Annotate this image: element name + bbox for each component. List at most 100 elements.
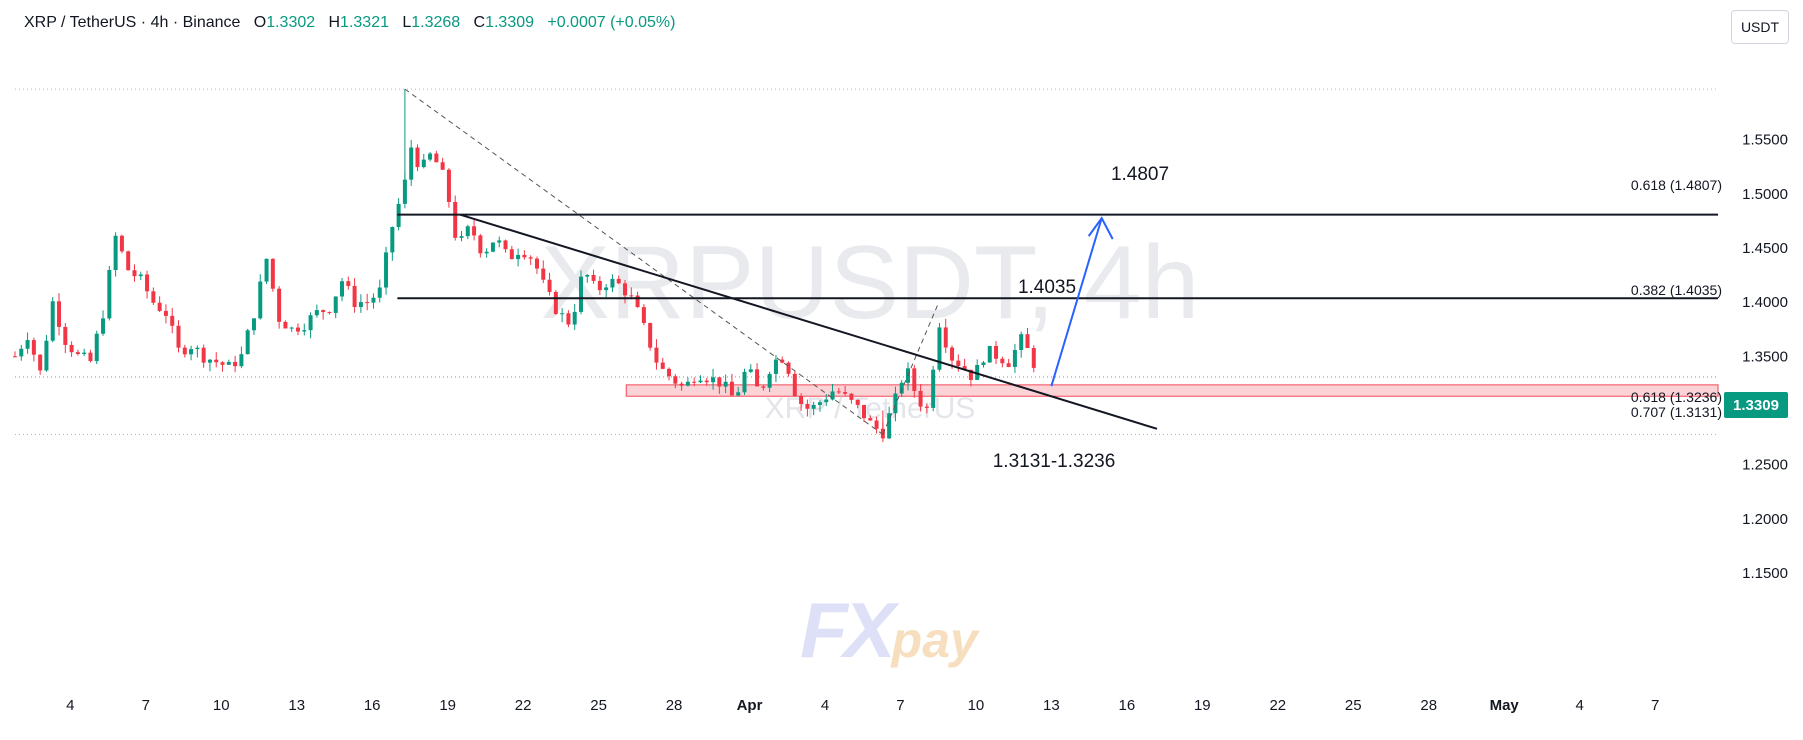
target-label-mid: 1.4035 xyxy=(1018,277,1076,298)
symbol-title: XRP / TetherUS · 4h · Binance xyxy=(24,14,241,31)
candle-up xyxy=(723,381,728,387)
candle-up xyxy=(25,340,30,349)
x-tick-label: 28 xyxy=(1420,697,1437,714)
candle-down xyxy=(761,386,766,388)
y-tick-label: 1.5000 xyxy=(1742,186,1788,203)
candle-up xyxy=(685,381,690,386)
candle-down xyxy=(270,258,275,289)
x-tick-label: 4 xyxy=(66,697,74,714)
symbol-legend[interactable]: XRP / TetherUS · 4h · Binance O1.3302 H1… xyxy=(24,14,675,32)
x-tick-label: 22 xyxy=(515,697,532,714)
x-tick-label: 28 xyxy=(666,697,683,714)
x-tick-label: May xyxy=(1490,697,1520,714)
candle-up xyxy=(239,354,244,367)
candle-up xyxy=(409,147,414,180)
candle-down xyxy=(472,226,477,236)
candle-down xyxy=(849,393,854,400)
candle-up xyxy=(189,349,194,355)
candle-down xyxy=(31,340,36,355)
candle-up xyxy=(516,254,521,260)
fxpay-logo: FXpay xyxy=(800,585,978,676)
support-zone xyxy=(625,384,1719,397)
drawing-lines xyxy=(397,88,1718,435)
candle-down xyxy=(220,362,225,365)
candle-down xyxy=(522,254,527,258)
y-axis[interactable]: 1.15001.20001.25001.30001.35001.40001.45… xyxy=(1742,132,1788,582)
support-zone-layer xyxy=(625,384,1719,397)
candle-down xyxy=(1031,348,1036,368)
candle-down xyxy=(861,404,866,419)
candle-down xyxy=(950,347,955,361)
x-tick-label: 19 xyxy=(1194,697,1211,714)
high-label: H xyxy=(328,14,341,31)
candle-down xyxy=(453,201,458,238)
candle-up xyxy=(251,318,256,331)
candle-up xyxy=(207,359,212,363)
candle-up xyxy=(138,274,143,277)
candle-down xyxy=(1025,334,1030,349)
candle-down xyxy=(799,395,804,404)
candle-down xyxy=(541,268,546,280)
candle-down xyxy=(547,279,552,292)
last-price-tag: 1.3309 xyxy=(1724,392,1788,418)
candle-down xyxy=(660,362,665,369)
x-tick-label: 4 xyxy=(1575,697,1583,714)
candle-up xyxy=(264,258,269,282)
projection-arrow xyxy=(1050,217,1103,387)
y-tick-label: 1.2500 xyxy=(1742,457,1788,474)
candle-down xyxy=(446,169,451,202)
candle-down xyxy=(918,390,923,407)
annotations: 1.4807 1.4035 1.3131-1.3236 0.618 (1.480… xyxy=(993,164,1722,472)
candle-down xyxy=(13,356,17,358)
logo-pay: pay xyxy=(891,612,978,668)
candle-up xyxy=(742,371,747,393)
candle-down xyxy=(704,380,709,383)
logo-fx: FX xyxy=(800,586,896,674)
candle-down xyxy=(176,325,181,348)
candle-down xyxy=(956,360,961,367)
candle-down xyxy=(648,323,653,348)
candle-down xyxy=(534,258,539,269)
candle-down xyxy=(182,347,187,355)
x-tick-label: 13 xyxy=(1043,697,1060,714)
candle-down xyxy=(912,368,917,391)
candle-up xyxy=(195,347,200,350)
candle-down xyxy=(151,291,156,303)
x-tick-label: 7 xyxy=(896,697,904,714)
change-value: +0.0007 (+0.05%) xyxy=(547,14,676,31)
candle-down xyxy=(635,295,640,308)
candle-up xyxy=(887,413,892,439)
x-axis[interactable]: 4 7 10 13 16 19 22 25 28 Apr 4 7 10 13 16 19 22 25 28 May 4 7 xyxy=(66,697,1659,714)
candle-up xyxy=(19,348,24,357)
candle-up xyxy=(459,236,464,238)
candle-up xyxy=(817,402,822,405)
candle-down xyxy=(352,285,357,308)
candle-down xyxy=(321,310,326,313)
candle-up xyxy=(931,369,936,408)
candle-up xyxy=(767,373,772,388)
candle-up xyxy=(824,399,829,403)
candle-down xyxy=(233,361,238,367)
candle-down xyxy=(157,302,162,311)
fib-label-0618-low: 0.618 (1.3236) xyxy=(1631,389,1722,405)
candle-up xyxy=(698,380,703,383)
candle-up xyxy=(773,359,778,374)
candle-up xyxy=(981,362,986,365)
candle-down xyxy=(597,280,602,291)
candle-down xyxy=(434,153,439,163)
candle-down xyxy=(528,257,533,259)
currency-button[interactable]: USDT xyxy=(1731,10,1789,44)
open-label: O xyxy=(253,14,267,31)
x-tick-label: 7 xyxy=(142,697,150,714)
candle-down xyxy=(805,403,810,409)
candle-down xyxy=(132,270,137,277)
candle-up xyxy=(1019,334,1024,351)
candle-up xyxy=(830,391,835,400)
candle-down xyxy=(692,381,697,383)
candle-up xyxy=(302,330,307,332)
candle-down xyxy=(440,162,445,170)
candle-up xyxy=(987,345,992,363)
candle-down xyxy=(566,313,571,325)
